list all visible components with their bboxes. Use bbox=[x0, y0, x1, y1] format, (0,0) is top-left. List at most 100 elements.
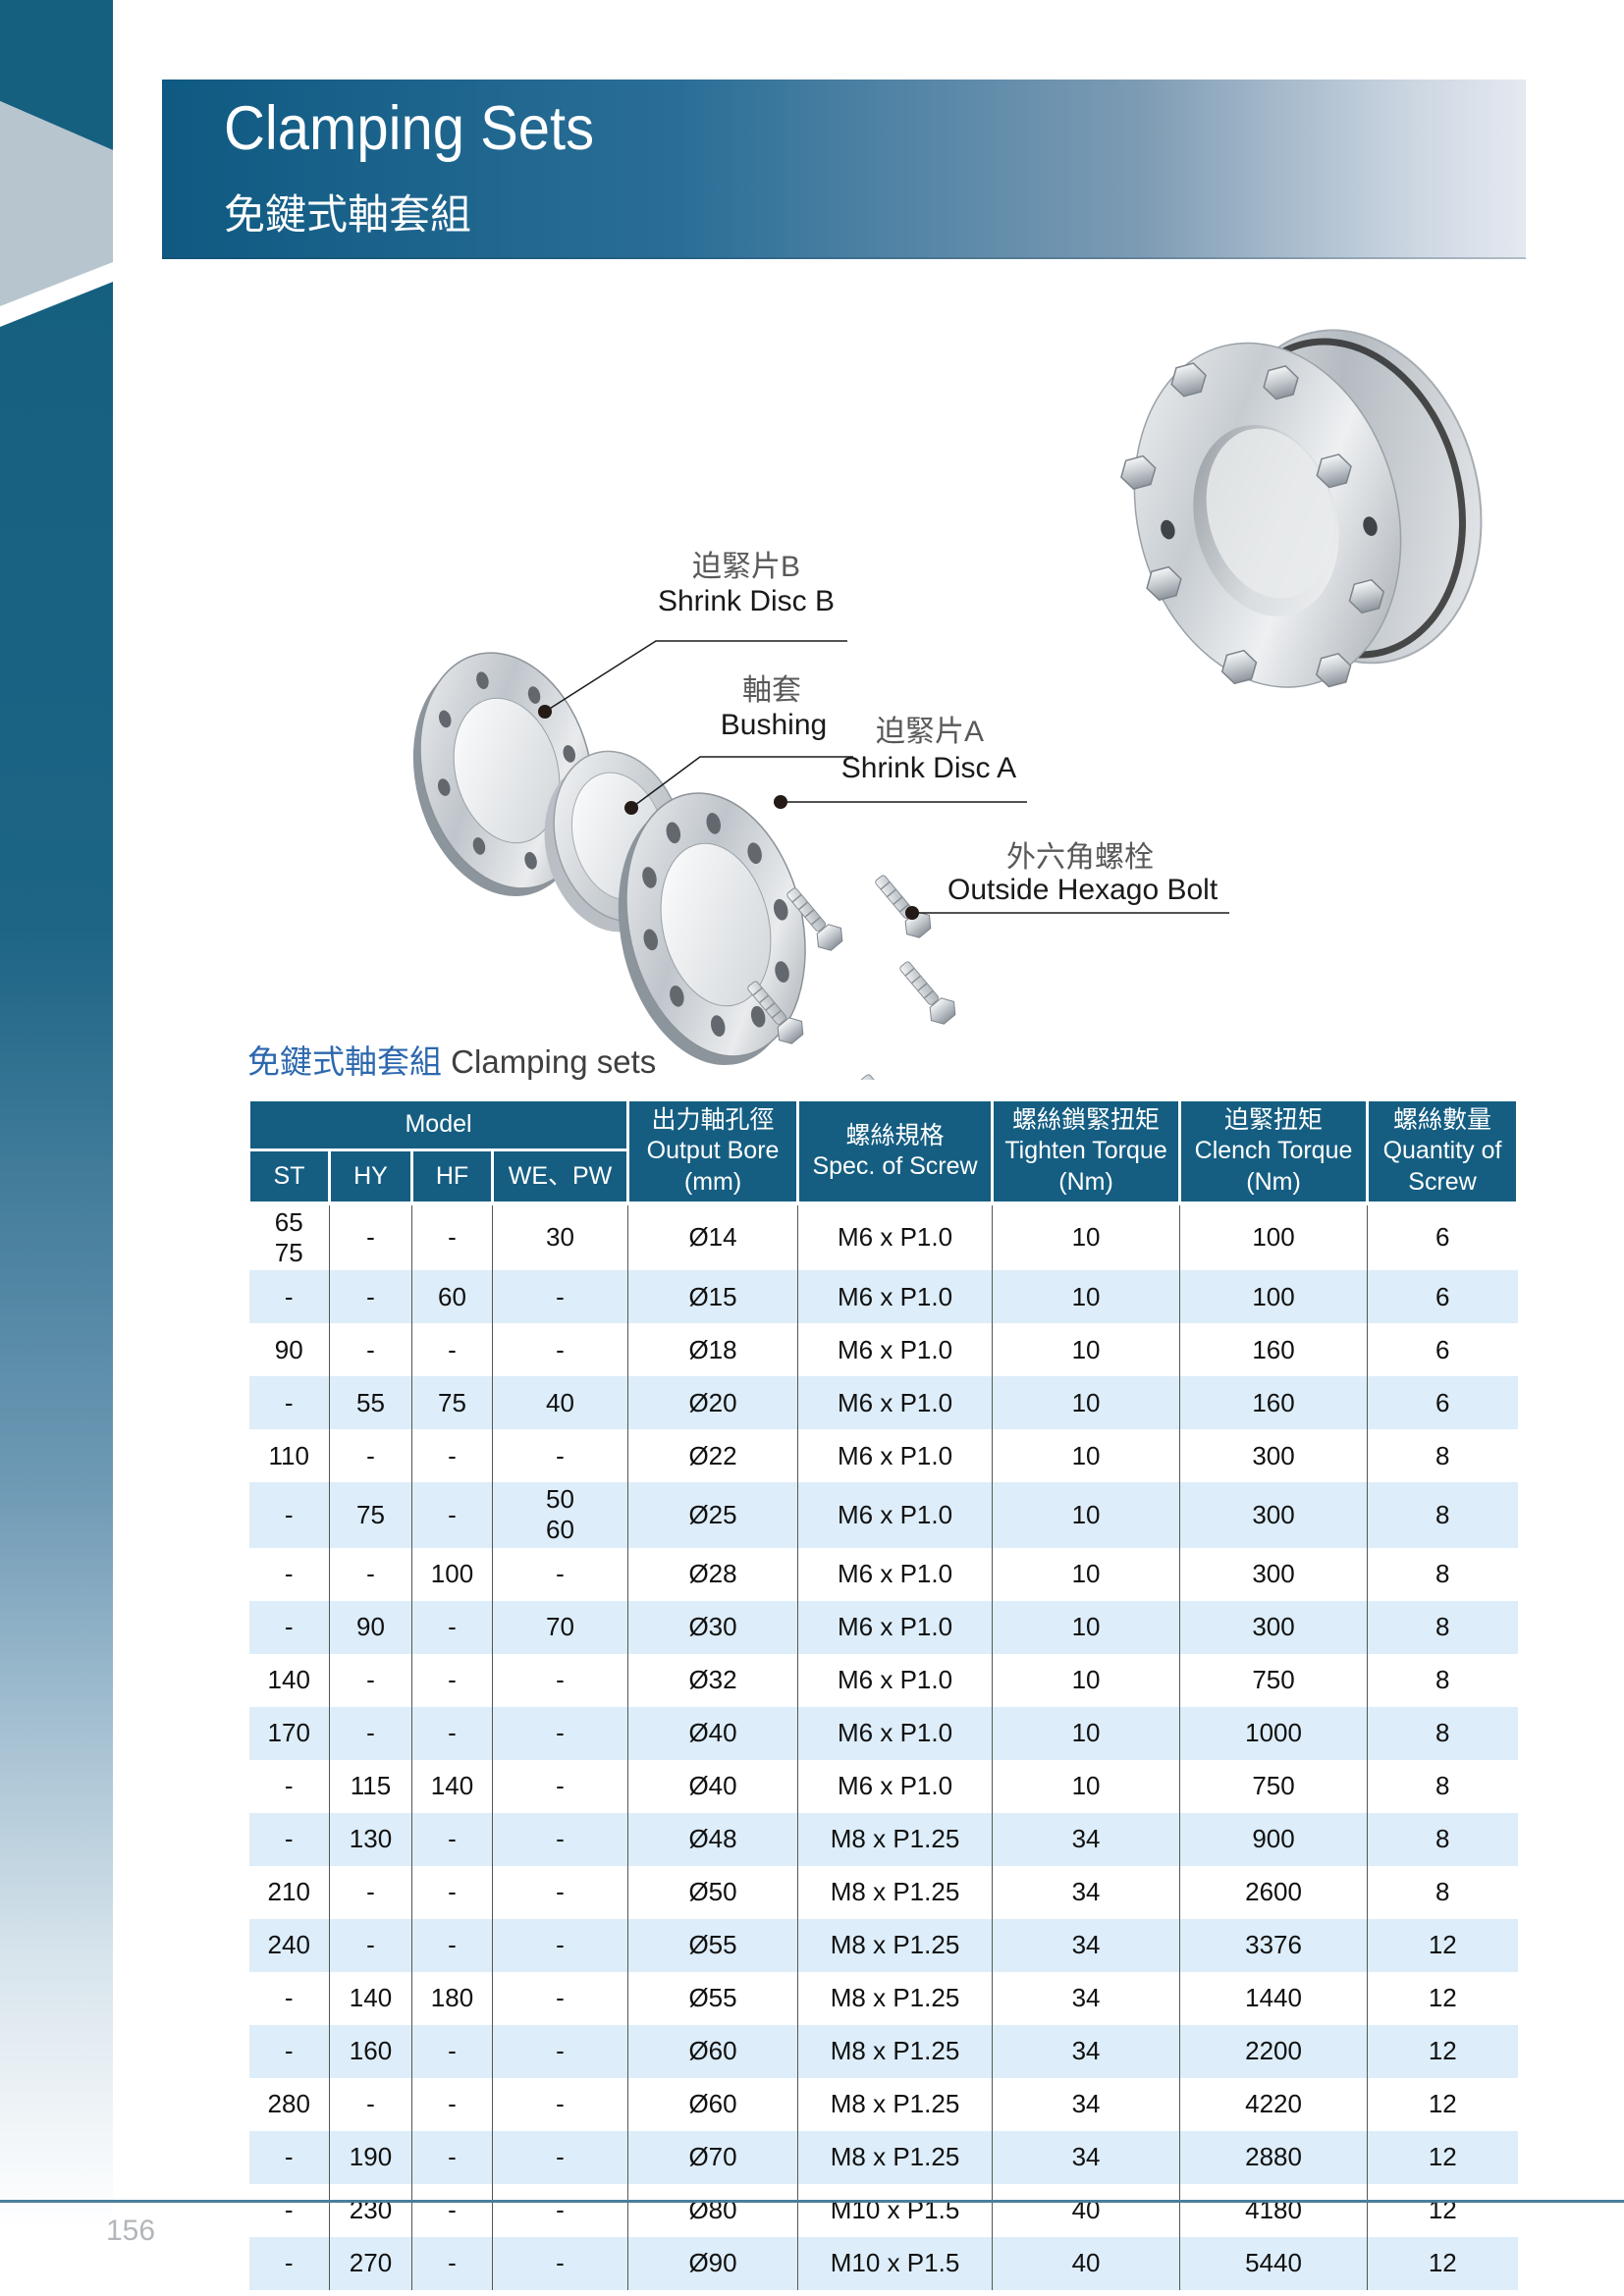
cell-tighten: 40 bbox=[992, 2183, 1181, 2237]
cell-hf: - bbox=[411, 2077, 493, 2131]
cell-hf: 140 bbox=[411, 1759, 493, 1813]
table-row: 65 75- -30 Ø14 M6 x P1.0 10 100 6 bbox=[248, 1201, 1518, 1271]
cell-hf: - bbox=[411, 1706, 493, 1760]
label-shrink-disc-b-en: Shrink Disc B bbox=[657, 585, 836, 617]
cell-bore: Ø30 bbox=[627, 1600, 799, 1654]
cell-we: - bbox=[491, 1706, 629, 1760]
cell-qty: 8 bbox=[1367, 1547, 1518, 1601]
spec-screw-en: Spec. of Screw bbox=[812, 1151, 978, 1180]
cell-st: - bbox=[248, 1812, 330, 1866]
cell-bore: Ø15 bbox=[627, 1270, 799, 1324]
cell-screw: M10 x P1.5 bbox=[797, 2236, 994, 2290]
clamp-back-rim bbox=[1221, 329, 1483, 665]
cell-st: - bbox=[248, 1600, 330, 1654]
cell-hf: - bbox=[411, 1865, 493, 1919]
cell-qty: 6 bbox=[1367, 1323, 1518, 1377]
clamp-front-face bbox=[1133, 342, 1402, 688]
product-photo bbox=[1120, 329, 1483, 688]
cell-qty: 12 bbox=[1367, 2236, 1518, 2290]
clamp-bore-wall bbox=[1206, 428, 1334, 599]
shrink-disc-a bbox=[618, 792, 806, 1066]
cell-st: - bbox=[248, 1547, 330, 1601]
cell-screw: M8 x P1.25 bbox=[797, 2024, 994, 2078]
cell-hf: - bbox=[411, 1918, 493, 1972]
cell-tighten: 10 bbox=[992, 1201, 1181, 1271]
cell-bore: Ø50 bbox=[627, 1865, 799, 1919]
cell-st: - bbox=[248, 1376, 330, 1430]
cell-qty: 6 bbox=[1367, 1270, 1518, 1324]
cell-bore: Ø60 bbox=[627, 2077, 799, 2131]
cell-qty: 8 bbox=[1367, 1482, 1518, 1548]
cell-qty: 8 bbox=[1367, 1759, 1518, 1813]
cell-clench: 750 bbox=[1179, 1759, 1369, 1813]
cell-bore: Ø70 bbox=[627, 2130, 799, 2184]
cell-st: - bbox=[248, 1270, 330, 1324]
clench-en: Clench Torque bbox=[1194, 1137, 1353, 1165]
cell-we: - bbox=[491, 1865, 629, 1919]
output-bore-en: Output Bore bbox=[646, 1137, 780, 1165]
cell-hy: - bbox=[329, 1429, 412, 1483]
cell-st: 65 75 bbox=[248, 1201, 330, 1271]
table-row: -230- - Ø80 M10 x P1.5 40 4180 12 bbox=[248, 2183, 1518, 2237]
cell-hy: - bbox=[329, 1323, 412, 1377]
cell-clench: 4180 bbox=[1179, 2183, 1369, 2237]
cell-st: - bbox=[248, 2236, 330, 2290]
cell-tighten: 34 bbox=[992, 2130, 1181, 2184]
cell-bore: Ø55 bbox=[627, 1918, 799, 1972]
cell-qty: 8 bbox=[1367, 1812, 1518, 1866]
page-number: 156 bbox=[106, 2215, 156, 2247]
output-bore-zh: 出力軸孔徑 bbox=[651, 1106, 775, 1134]
cell-screw: M6 x P1.0 bbox=[797, 1376, 994, 1430]
cell-we: - bbox=[491, 1918, 629, 1972]
table-row: 240- - - Ø55 M8 x P1.25 34 3376 12 bbox=[248, 1918, 1518, 1972]
cell-clench: 4220 bbox=[1179, 2077, 1369, 2131]
cell-screw: M6 x P1.0 bbox=[797, 1706, 994, 1760]
cell-we: 30 bbox=[491, 1201, 629, 1271]
table-title-en: Clamping sets bbox=[451, 1043, 657, 1080]
cell-we: - bbox=[491, 1323, 629, 1377]
cell-bore: Ø18 bbox=[627, 1323, 799, 1377]
cell-qty: 8 bbox=[1367, 1706, 1518, 1760]
cell-clench: 300 bbox=[1179, 1547, 1369, 1601]
cell-we: - bbox=[491, 1270, 629, 1324]
cell-hy: - bbox=[329, 1547, 412, 1601]
cell-tighten: 34 bbox=[992, 1918, 1181, 1972]
cell-clench: 750 bbox=[1179, 1653, 1369, 1707]
cell-qty: 12 bbox=[1367, 1971, 1518, 2025]
cell-st: 280 bbox=[248, 2077, 330, 2131]
cell-screw: M8 x P1.25 bbox=[797, 2077, 994, 2131]
cell-st: 170 bbox=[248, 1706, 330, 1760]
cell-qty: 8 bbox=[1367, 1865, 1518, 1919]
cell-screw: M8 x P1.25 bbox=[797, 1971, 994, 2025]
quantity-unit: Screw bbox=[1408, 1167, 1477, 1196]
cell-qty: 12 bbox=[1367, 2183, 1518, 2237]
col-header-st: ST bbox=[247, 1148, 331, 1205]
cell-hf: - bbox=[411, 1812, 493, 1866]
cell-hf: - bbox=[411, 2183, 493, 2237]
cell-bore: Ø40 bbox=[627, 1759, 799, 1813]
col-header-we-pw: WE、PW bbox=[490, 1148, 630, 1205]
cell-hy: 140 bbox=[329, 1971, 412, 2025]
cell-tighten: 10 bbox=[992, 1759, 1181, 1813]
spec-screw-zh: 螺絲規格 bbox=[845, 1121, 945, 1149]
cell-clench: 300 bbox=[1179, 1600, 1369, 1654]
strip-bottom-fade-shape bbox=[0, 282, 113, 2296]
table-row: -90-70 Ø30 M6 x P1.0 10 300 8 bbox=[248, 1600, 1518, 1654]
cell-hy: 160 bbox=[329, 2024, 412, 2078]
cell-tighten: 10 bbox=[992, 1482, 1181, 1548]
tighten-unit: (Nm) bbox=[1058, 1167, 1113, 1196]
page-title: Clamping Sets bbox=[224, 94, 595, 164]
cell-we: - bbox=[491, 2077, 629, 2131]
table-title-zh: 免鍵式軸套組 bbox=[247, 1043, 442, 1080]
model-label: Model bbox=[405, 1110, 472, 1139]
cell-tighten: 10 bbox=[992, 1600, 1181, 1654]
table-row: 280- - - Ø60 M8 x P1.25 34 4220 12 bbox=[248, 2077, 1518, 2131]
cell-hf: - bbox=[411, 1429, 493, 1483]
cell-st: - bbox=[248, 1759, 330, 1813]
cell-tighten: 34 bbox=[992, 1865, 1181, 1919]
quantity-en: Quantity of bbox=[1382, 1137, 1502, 1165]
clench-zh: 迫緊扭矩 bbox=[1224, 1106, 1324, 1134]
cell-clench: 900 bbox=[1179, 1812, 1369, 1866]
col-header-hf: HF bbox=[410, 1148, 494, 1205]
